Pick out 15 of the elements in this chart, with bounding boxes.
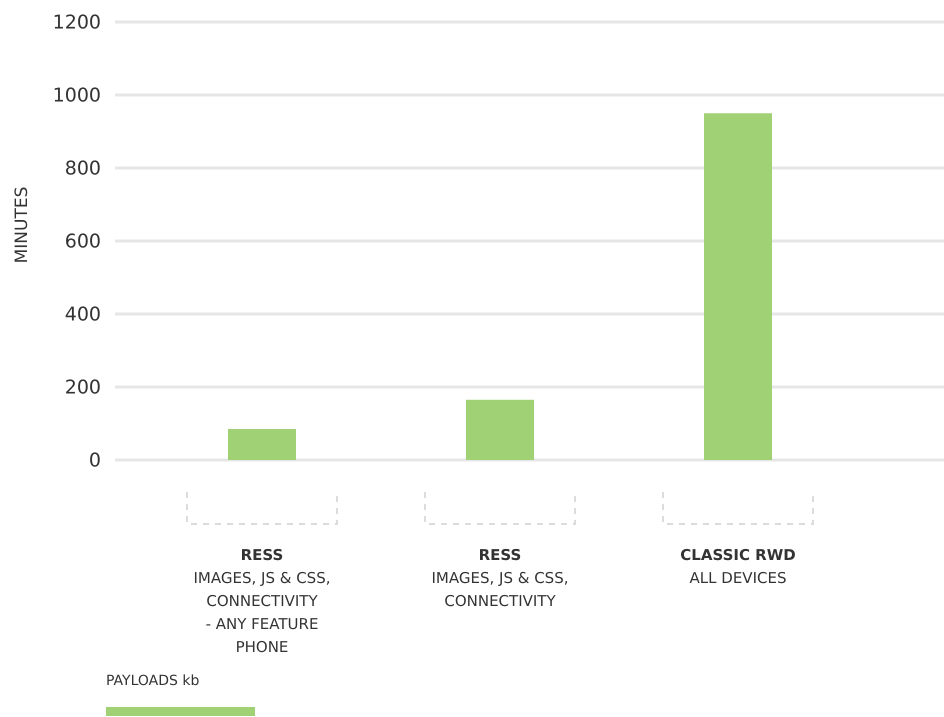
y-tick-label: 1200 [52, 12, 101, 34]
bar [228, 428, 296, 460]
y-tick-label: 800 [64, 158, 101, 180]
y-tick-label: 200 [64, 376, 101, 399]
x-tick-label: CLASSIC RWD ALL DEVICES [680, 546, 796, 587]
y-axis-title: MINUTES [12, 186, 32, 264]
y-tick-label: 600 [64, 230, 101, 253]
x-tick-label: RESS IMAGES, JS & CSS, CONNECTIVITY - ANY FEATURE PHONE [194, 546, 330, 656]
y-tick-label: 400 [64, 304, 101, 326]
bar [704, 113, 772, 460]
bar [466, 400, 534, 460]
y-tick-label: 1000 [52, 84, 101, 107]
x-tick-label: RESS IMAGES, JS & CSS, CONNECTIVITY [432, 546, 568, 610]
text: PAYLOADS kb [106, 673, 200, 689]
y-tick-label: 0 [88, 450, 101, 472]
